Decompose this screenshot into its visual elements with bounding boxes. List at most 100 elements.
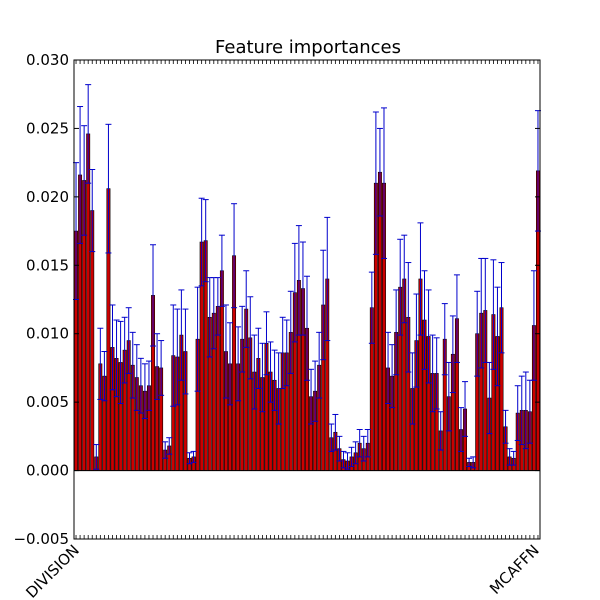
- error-bar: [316, 331, 323, 399]
- bar: [377, 171, 382, 471]
- bar: [86, 133, 91, 471]
- error-bar: [166, 437, 173, 455]
- error-bar: [194, 286, 201, 392]
- error-bar: [470, 456, 477, 469]
- error-bar: [405, 262, 412, 373]
- error-bar: [308, 368, 315, 425]
- error-bar: [247, 296, 254, 380]
- error-bar: [275, 352, 282, 425]
- error-bar: [340, 450, 347, 469]
- error-bar: [182, 308, 189, 395]
- error-bar: [239, 305, 246, 373]
- error-bar: [121, 316, 128, 384]
- error-bar: [178, 289, 185, 381]
- axis-ticks: [74, 59, 540, 540]
- error-bar: [263, 311, 270, 376]
- error-bar: [409, 352, 416, 425]
- y-tick-label: 0.000: [26, 462, 69, 480]
- error-bar: [490, 259, 497, 370]
- error-bar: [312, 360, 319, 422]
- error-bar: [453, 274, 460, 363]
- error-bar: [222, 304, 229, 399]
- error-bar: [243, 270, 250, 348]
- y-tick-label: 0.020: [26, 188, 69, 206]
- error-bar: [117, 320, 124, 405]
- error-bar: [352, 441, 359, 465]
- error-bar: [287, 290, 294, 374]
- error-bar: [336, 435, 343, 462]
- y-tick-label: 0.025: [26, 119, 69, 137]
- error-bar: [214, 277, 221, 336]
- y-tick-label: 0.030: [26, 51, 69, 69]
- error-bar: [385, 331, 392, 405]
- y-tick-labels: 0.030 0.025 0.020 0.015 0.010 0.005 0.000 −0.00…: [13, 51, 69, 548]
- error-bar: [486, 361, 493, 435]
- error-bar: [137, 357, 144, 414]
- error-bar: [255, 327, 262, 389]
- error-bar: [498, 262, 505, 354]
- error-bar: [356, 429, 363, 458]
- error-bar: [93, 444, 100, 470]
- error-bar: [77, 106, 84, 244]
- error-bar: [417, 222, 424, 336]
- y-tick-label: 0.010: [26, 325, 69, 343]
- error-bar: [235, 326, 242, 402]
- error-bar: [514, 385, 521, 441]
- error-bar: [174, 308, 181, 406]
- error-bar: [113, 319, 120, 398]
- error-bar: [101, 351, 108, 402]
- error-bar: [202, 199, 209, 283]
- error-bar: [141, 363, 148, 420]
- error-bar: [259, 342, 266, 413]
- y-tick-label: 0.005: [26, 393, 69, 411]
- error-bar: [360, 435, 367, 462]
- error-bar: [85, 84, 92, 184]
- error-bar: [133, 344, 140, 411]
- error-bar: [198, 197, 205, 287]
- error-bar: [364, 429, 371, 458]
- error-bar: [372, 111, 379, 255]
- error-bar: [227, 322, 234, 406]
- error-bar: [145, 360, 152, 411]
- error-bar: [368, 271, 375, 344]
- error-bar: [449, 315, 456, 394]
- error-bar: [299, 241, 306, 336]
- error-bar: [518, 375, 525, 446]
- error-bar: [304, 275, 310, 381]
- error-bar: [474, 290, 481, 377]
- error-bar: [267, 341, 274, 403]
- error-bar: [251, 334, 258, 410]
- error-bar: [425, 289, 432, 384]
- error-bar: [397, 238, 404, 336]
- error-bar: [421, 270, 428, 370]
- chart-title: Feature importances: [215, 37, 401, 58]
- error-bar: [231, 203, 238, 309]
- error-bar: [291, 242, 298, 343]
- y-tick-label: 0.015: [26, 256, 69, 274]
- error-bar: [283, 319, 290, 387]
- error-bar: [129, 331, 136, 399]
- y-tick-label: −0.005: [13, 530, 69, 548]
- error-bar: [433, 337, 440, 410]
- error-bar: [462, 381, 469, 437]
- error-bar: [502, 409, 509, 444]
- error-bar: [413, 293, 420, 388]
- error-bar: [401, 234, 408, 324]
- error-bar: [150, 244, 157, 347]
- error-bar: [97, 327, 104, 400]
- error-bar: [324, 216, 331, 342]
- error-bar: [445, 361, 452, 432]
- error-bar: [457, 407, 464, 452]
- error-bar: [218, 234, 225, 307]
- error-bar: [344, 452, 351, 470]
- error-bar: [89, 168, 96, 253]
- error-bar: [530, 270, 537, 381]
- error-bar: [376, 127, 383, 217]
- error-bar: [332, 413, 339, 451]
- error-bar: [158, 340, 165, 396]
- error-bar: [328, 423, 335, 452]
- error-bar: [190, 450, 197, 463]
- error-bar: [186, 452, 193, 465]
- error-bar: [320, 249, 327, 361]
